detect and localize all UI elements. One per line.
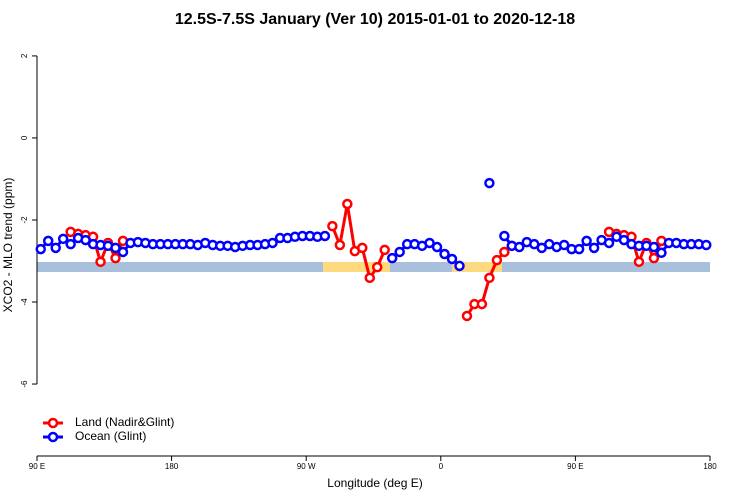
y-tick-label: 0: [20, 135, 29, 140]
data-point: [461, 310, 473, 322]
data-point: [431, 241, 443, 253]
x-tick-label: 90 W: [297, 462, 316, 471]
data-point: [364, 272, 376, 284]
data-point: [80, 234, 91, 246]
data-point: [454, 260, 465, 272]
data-point: [648, 252, 660, 264]
legend-label: Land (Nadir&Glint): [75, 415, 174, 429]
legend-marker: [47, 431, 59, 443]
x-axis-label: Longitude (deg E): [327, 476, 422, 490]
data-point: [342, 198, 353, 210]
data-point: [95, 256, 106, 268]
data-point: [603, 237, 615, 249]
data-point: [499, 230, 510, 242]
data-point: [424, 237, 435, 249]
data-point: [648, 241, 660, 253]
data-point: [573, 243, 585, 255]
data-point: [514, 241, 525, 253]
data-point: [446, 253, 458, 265]
data-point: [327, 220, 338, 232]
data-point: [633, 256, 645, 268]
data-point: [558, 239, 570, 251]
x-tick-label: 90 E: [29, 462, 45, 471]
data-point: [499, 246, 510, 258]
data-point: [319, 230, 331, 242]
data-point: [394, 246, 405, 258]
y-axis-label: XCO2 - MLO trend (ppm): [1, 178, 15, 313]
data-point: [357, 242, 368, 254]
data-point: [386, 252, 398, 264]
data-point: [656, 247, 667, 259]
data-point: [42, 235, 54, 247]
land-band: [323, 262, 390, 272]
y-tick-label: -6: [20, 380, 29, 388]
data-point: [581, 235, 592, 247]
data-point: [476, 298, 488, 310]
y-tick-label: 2: [20, 53, 29, 58]
data-point: [484, 272, 495, 284]
data-point: [110, 252, 121, 264]
data-point: [618, 234, 630, 246]
legend-label: Ocean (Glint): [75, 429, 146, 443]
data-point: [117, 246, 129, 258]
data-point: [35, 243, 46, 255]
data-point: [65, 238, 76, 250]
land-band: [452, 262, 502, 272]
data-point: [379, 244, 390, 256]
x-tick-label: 90 E: [567, 462, 583, 471]
data-point: [484, 177, 495, 189]
x-tick-label: 0: [439, 462, 444, 471]
data-point: [701, 239, 712, 251]
data-point: [57, 233, 69, 245]
x-tick-label: 180: [165, 462, 179, 471]
data-point: [334, 239, 346, 251]
x-tick-label: 180: [703, 462, 717, 471]
chart-title: 12.5S-7.5S January (Ver 10) 2015-01-01 t…: [175, 11, 575, 28]
data-point: [439, 248, 450, 260]
data-point: [371, 261, 383, 273]
data-point: [267, 237, 278, 249]
y-tick-label: -2: [20, 216, 29, 224]
data-point: [491, 254, 503, 266]
y-tick-label: -4: [20, 298, 29, 306]
data-point: [110, 242, 121, 254]
legend-marker: [47, 417, 59, 429]
data-point: [588, 242, 600, 254]
data-point: [50, 242, 61, 254]
